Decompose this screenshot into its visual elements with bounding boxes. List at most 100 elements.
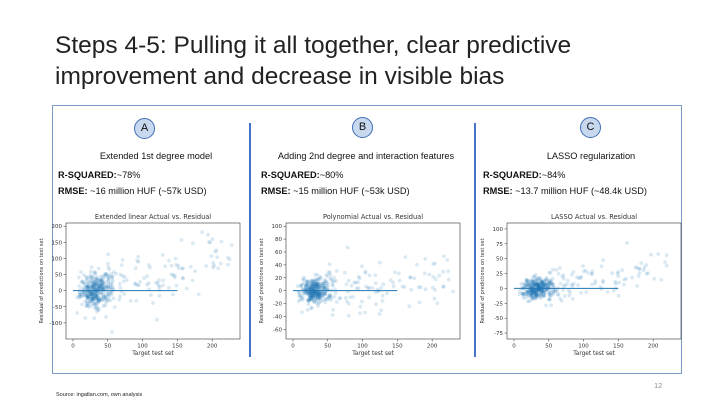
data-point [103, 303, 108, 308]
data-point [91, 294, 96, 299]
data-point [304, 284, 309, 289]
data-point [445, 258, 450, 262]
data-point [532, 294, 537, 299]
data-point [437, 273, 442, 278]
data-point [308, 297, 313, 302]
data-point [584, 290, 589, 294]
data-point [106, 285, 111, 289]
rmse-value: ~16 million HUF (~57k USD) [87, 186, 207, 196]
data-point [575, 275, 579, 280]
data-point [664, 263, 669, 268]
data-point [84, 285, 89, 290]
data-point [308, 290, 313, 295]
data-point [86, 285, 90, 289]
data-point [312, 300, 316, 304]
data-point [316, 285, 320, 289]
data-point [298, 297, 302, 302]
data-point [87, 294, 91, 299]
data-point [323, 286, 327, 291]
data-point [93, 286, 98, 291]
data-point [315, 277, 320, 282]
chart-lasso: LASSO Actual vs. Residual 0 50 100 150 200 -75… [477, 211, 691, 361]
data-point [551, 289, 556, 293]
data-point [549, 293, 553, 298]
data-point [91, 285, 95, 290]
data-point [311, 285, 315, 290]
rmse-label: RMSE: [58, 186, 88, 196]
data-point [157, 293, 162, 298]
data-point [172, 273, 177, 278]
data-point [541, 284, 546, 288]
data-point [539, 289, 544, 294]
data-point [613, 281, 618, 286]
data-point [538, 288, 543, 293]
data-point [78, 294, 82, 299]
data-point [532, 283, 537, 287]
data-point [363, 310, 367, 315]
data-point [314, 293, 319, 297]
data-point [304, 279, 309, 284]
data-point [537, 293, 542, 298]
data-point [314, 291, 319, 296]
y-tick-label: 60 [275, 250, 282, 256]
data-point [312, 290, 317, 295]
data-point [100, 287, 105, 291]
data-point [95, 276, 99, 281]
data-point [94, 274, 99, 279]
data-point [80, 302, 84, 307]
data-point [322, 291, 327, 296]
data-point [95, 297, 100, 301]
data-point [101, 304, 106, 308]
data-point [91, 290, 96, 295]
data-point [530, 294, 535, 298]
data-point [174, 283, 179, 288]
data-point [541, 289, 546, 294]
data-point [305, 286, 310, 291]
data-point [103, 294, 108, 299]
data-point [324, 273, 329, 277]
y-tick-label: 40 [275, 263, 282, 269]
data-point [209, 254, 214, 259]
data-point [314, 283, 319, 288]
data-point [96, 280, 101, 285]
data-point [307, 298, 311, 303]
data-point [122, 292, 127, 296]
data-point [214, 248, 219, 253]
data-point [315, 284, 320, 289]
data-point [106, 265, 111, 270]
data-point [534, 281, 539, 286]
data-point [313, 279, 317, 283]
data-point [615, 271, 620, 276]
data-point [546, 281, 551, 285]
data-point [325, 284, 330, 288]
data-point [551, 292, 556, 296]
data-point [219, 239, 224, 244]
data-point [542, 291, 546, 296]
data-point [556, 271, 561, 276]
data-point [540, 281, 545, 286]
data-point [535, 283, 539, 288]
data-point [534, 293, 538, 297]
data-point [216, 266, 221, 271]
data-point [306, 281, 311, 286]
data-point [102, 284, 107, 289]
chart-title: Polynomial Actual vs. Residual [323, 213, 423, 221]
data-point [85, 291, 90, 295]
data-point [96, 286, 100, 291]
data-point [135, 283, 140, 287]
data-point [637, 271, 642, 275]
data-point [315, 293, 320, 298]
data-point [323, 291, 328, 296]
data-point [118, 272, 123, 277]
data-point [543, 284, 548, 288]
data-point [157, 278, 161, 283]
data-point [80, 280, 85, 285]
data-point [103, 294, 108, 299]
data-point [98, 285, 103, 290]
data-point [121, 279, 126, 284]
data-point [89, 292, 94, 296]
data-point [644, 263, 648, 267]
data-point [370, 285, 375, 290]
x-tick-label: 150 [392, 344, 403, 350]
data-point [326, 295, 331, 299]
